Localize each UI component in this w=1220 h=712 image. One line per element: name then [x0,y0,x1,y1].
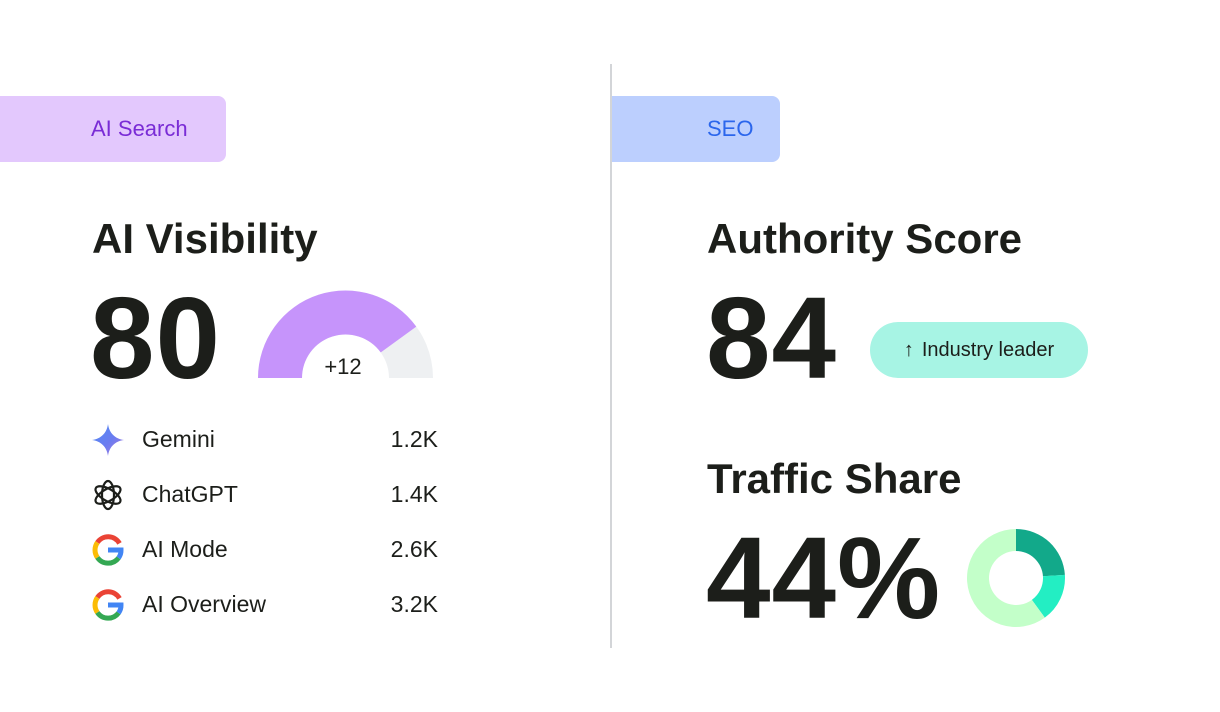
source-value: 3.2K [390,591,438,617]
ai-search-tag: AI Search [0,96,226,162]
seo-tag-label: SEO [707,116,754,141]
arrow-up-icon: ↑ [903,338,914,361]
google-icon [90,532,126,568]
ai-search-tag-label: AI Search [91,116,188,141]
seo-tag: SEO [612,96,780,162]
source-name: Gemini [142,426,215,452]
gauge-delta-label: +12 [324,354,362,379]
gemini-icon [90,422,126,458]
source-row-chatgpt: ChatGPT 1.4K [90,467,440,522]
source-row-ai-mode: AI Mode 2.6K [90,522,440,577]
donut-segment-1 [1016,529,1065,577]
ai-visibility-gauge [258,290,433,378]
ai-source-list: Gemini 1.2K ChatGPT 1.4K AI Mode [90,412,440,632]
chatgpt-icon [90,477,126,513]
authority-score-title: Authority Score [707,215,1023,262]
donut-segment-2 [1031,574,1065,618]
traffic-share-donut [967,529,1065,627]
source-name: ChatGPT [142,481,238,507]
source-value: 1.2K [390,426,438,452]
google-icon [90,587,126,623]
source-value: 2.6K [390,536,438,562]
industry-leader-badge: ↑ Industry leader [870,322,1088,378]
traffic-share-title: Traffic Share [707,455,962,502]
ai-visibility-score: 80 [90,273,222,403]
section-divider [610,64,612,648]
source-value: 1.4K [390,481,438,507]
source-row-gemini: Gemini 1.2K [90,412,440,467]
source-name: AI Overview [142,591,266,617]
gauge-fill [258,290,417,378]
ai-visibility-title: AI Visibility [92,215,318,262]
source-row-ai-overview: AI Overview 3.2K [90,577,440,632]
donut-segment-3 [967,529,1045,627]
traffic-share-value: 44% [706,513,942,643]
source-name: AI Mode [142,536,228,562]
industry-leader-label: Industry leader [921,338,1055,361]
authority-score-value: 84 [706,273,838,403]
